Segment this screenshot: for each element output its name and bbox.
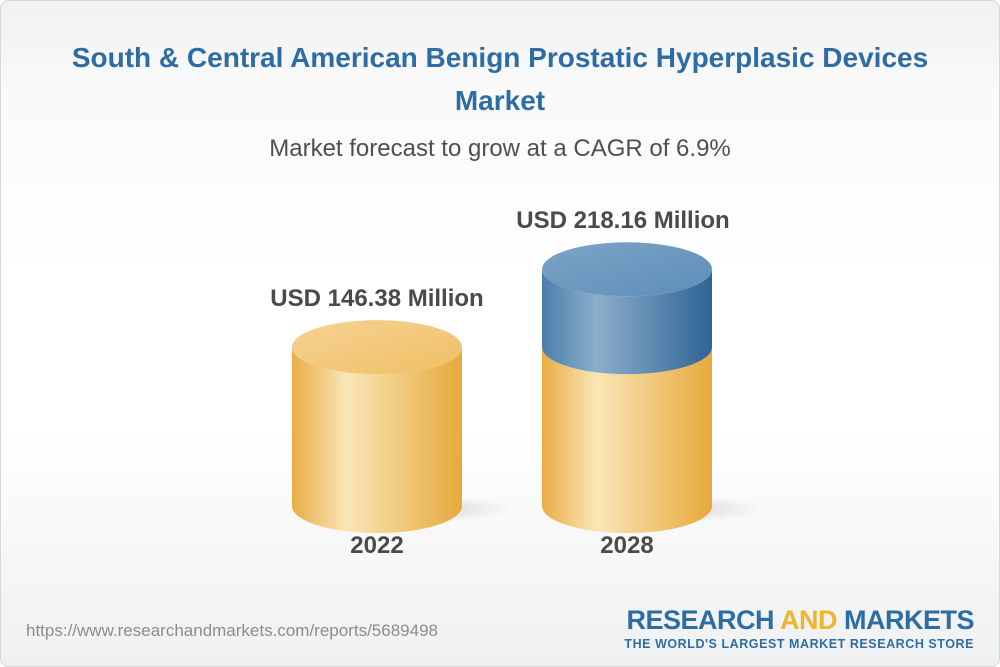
value-label-2028: USD 218.16 Million: [516, 207, 730, 234]
page-title: South & Central American Benign Prostati…: [45, 37, 955, 122]
page-title-line2: Market: [454, 84, 546, 116]
logo-wordmark: RESEARCH AND MARKETS: [624, 604, 975, 636]
logo-word-research: RESEARCH: [626, 604, 774, 635]
logo-word-and: AND: [779, 604, 838, 635]
research-and-markets-logo: RESEARCH AND MARKETS THE WORLD'S LARGEST…: [624, 604, 975, 652]
page-subtitle: Market forecast to grow at a CAGR of 6.9…: [269, 135, 731, 163]
page-title-line1: South & Central American Benign Prostati…: [71, 42, 929, 73]
category-label-2028: 2028: [600, 532, 654, 559]
value-label-2022: USD 146.38 Million: [270, 285, 484, 312]
logo-tagline: THE WORLD'S LARGEST MARKET RESEARCH STOR…: [624, 637, 974, 652]
logo-word-markets: MARKETS: [844, 604, 975, 635]
category-label-2022: 2022: [350, 532, 404, 559]
report-url: https://www.researchandmarkets.com/repor…: [26, 621, 438, 640]
